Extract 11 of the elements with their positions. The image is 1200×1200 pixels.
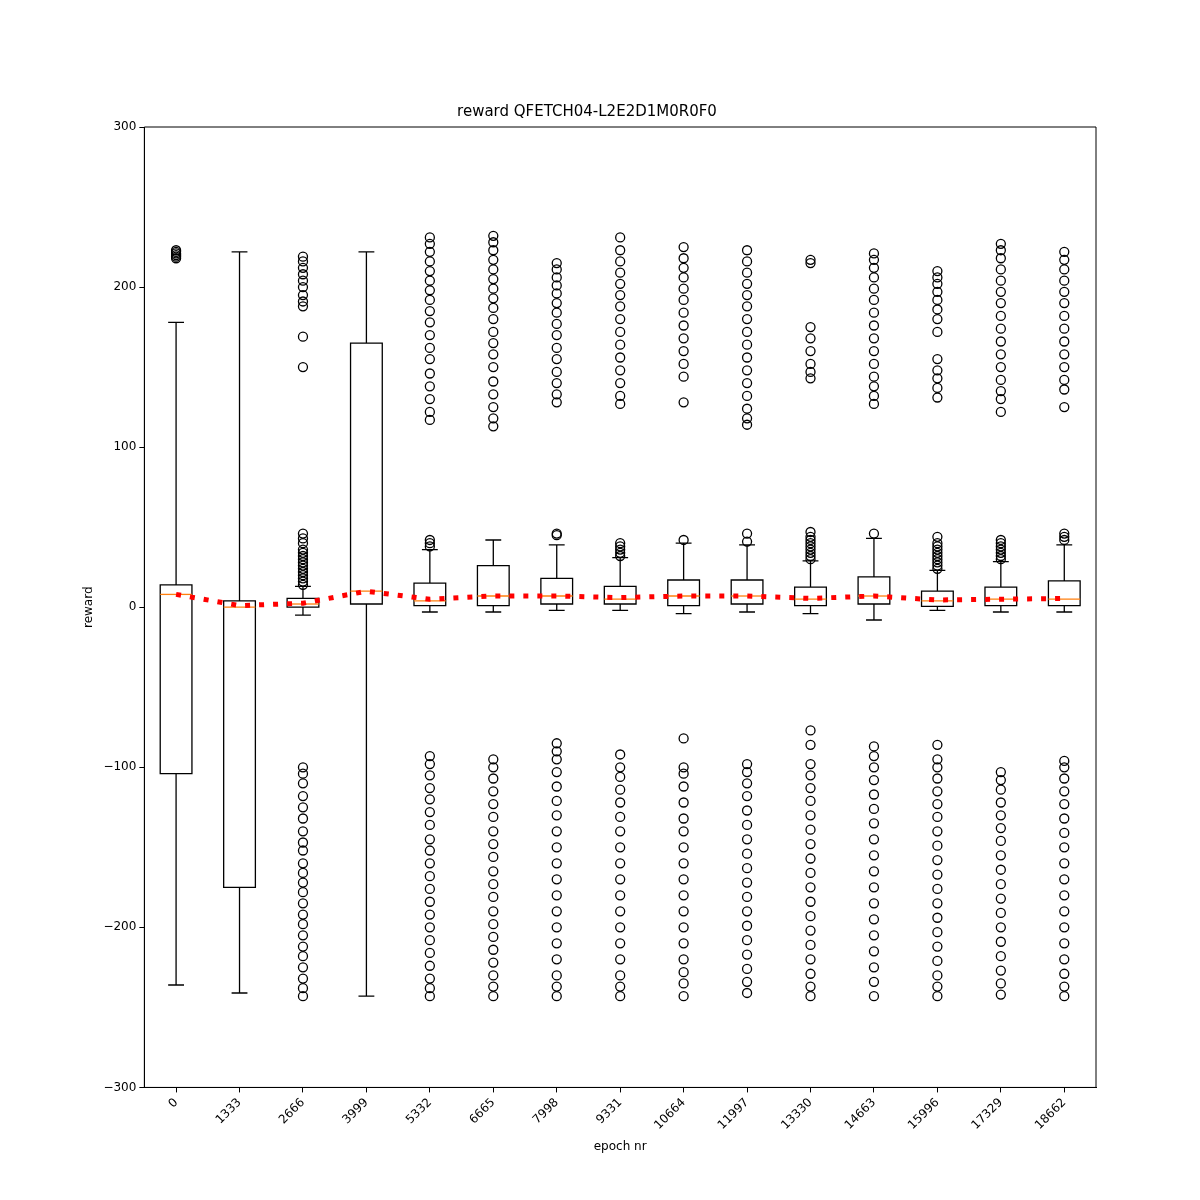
y-tick-label: −100 (103, 759, 137, 774)
y-tick-label: −200 (103, 919, 137, 934)
y-tick-label: −300 (103, 1079, 137, 1094)
y-tick-label: 200 (113, 279, 137, 294)
y-tick-label: 100 (113, 439, 137, 454)
y-tick-label: 300 (113, 119, 137, 134)
x-tick-label: 0 (165, 1094, 181, 1111)
y-axis-title: reward (81, 586, 96, 628)
y-tick-label: 0 (128, 599, 137, 614)
chart-title: reward QFETCH04-L2E2D1M0R0F0 (457, 101, 717, 120)
x-axis-title: epoch nr (593, 1138, 647, 1153)
